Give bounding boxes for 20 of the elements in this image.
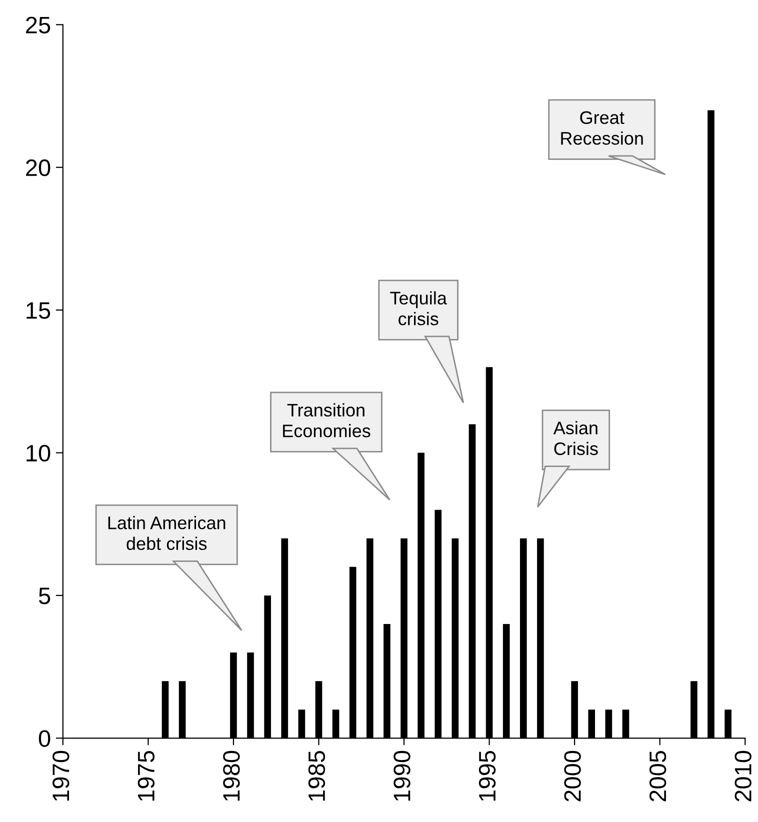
annotation: Latin American debt crisis [108,516,226,550]
annotation: Tequila crisis [390,291,447,326]
y-tick-label: 20 [26,159,50,176]
y-tick-label: 0 [38,730,50,747]
y-tick-label: 15 [26,302,50,319]
x-tick-label: 2010 [734,750,752,802]
annotation: Great Recession [561,111,643,145]
annotation: Asian Crisis [553,421,598,456]
x-tick-label: 2000 [564,750,581,802]
x-tick-label: 1975 [138,750,155,801]
x-tick-label: 1990 [394,750,410,801]
y-tick-label: 10 [26,444,50,462]
x-tick-label: 1980 [223,750,240,801]
x-tick-label: 1970 [52,750,70,801]
x-tick-label: 1985 [308,750,326,801]
x-tick-label: 2005 [649,750,666,802]
y-tick-label: 5 [38,588,50,604]
y-tick-label: 25 [26,16,50,34]
annotation: Transition Economies [283,403,370,438]
x-tick-label: 1995 [478,750,496,801]
